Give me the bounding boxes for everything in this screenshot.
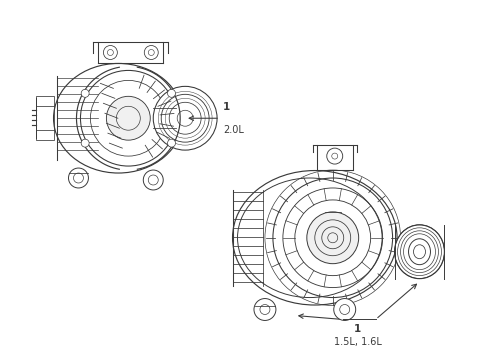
Circle shape (81, 89, 89, 97)
Circle shape (327, 148, 343, 164)
Circle shape (106, 96, 150, 140)
Circle shape (168, 89, 175, 97)
Ellipse shape (233, 171, 397, 305)
Circle shape (334, 298, 356, 320)
Text: 1: 1 (223, 102, 230, 112)
Text: 2.0L: 2.0L (223, 125, 244, 135)
Circle shape (69, 168, 89, 188)
Circle shape (307, 212, 359, 264)
Circle shape (143, 170, 163, 190)
Circle shape (273, 178, 392, 298)
Circle shape (81, 139, 89, 147)
Bar (36, 96, 53, 140)
Circle shape (254, 298, 276, 320)
Text: 1.5L, 1.6L: 1.5L, 1.6L (334, 337, 382, 347)
Ellipse shape (394, 225, 444, 279)
Circle shape (153, 86, 217, 150)
Text: 1: 1 (354, 324, 361, 334)
Ellipse shape (53, 63, 183, 173)
Circle shape (168, 139, 175, 147)
Circle shape (80, 71, 176, 166)
